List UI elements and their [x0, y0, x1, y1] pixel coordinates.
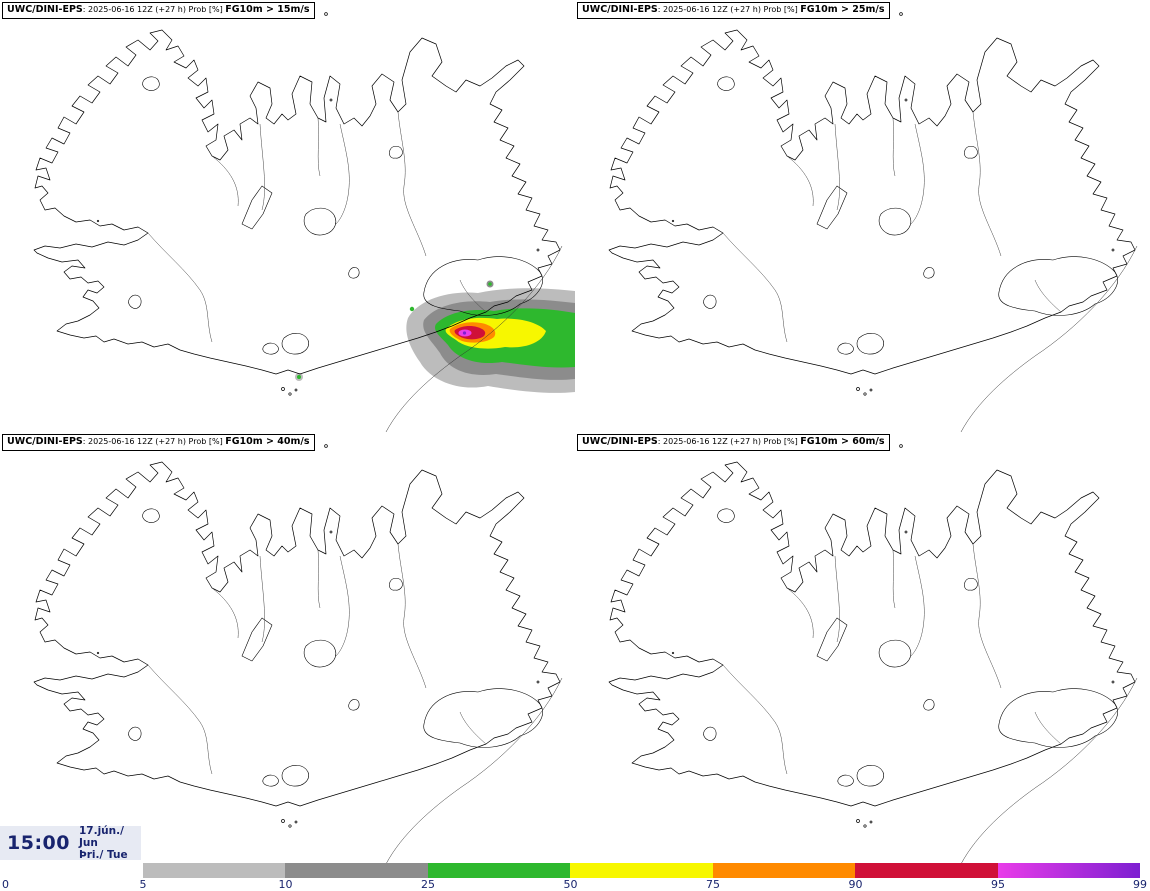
threshold-label: FG10m > 15m/s — [225, 4, 310, 15]
iceland-map-svg — [608, 12, 1138, 432]
colorbar-segment — [143, 863, 286, 878]
valid-time: 15:00 — [7, 832, 70, 854]
colorbar-tick: 0 — [2, 878, 9, 891]
colorbar-ticks: 0 5 10 25 50 75 90 95 99 — [0, 878, 1150, 891]
product-label: UWC/DINI-EPS — [582, 436, 658, 447]
map-panel-fg40: UWC/DINI-EPS: 2025-06-16 12Z (+27 h) Pro… — [0, 432, 575, 864]
panel-title: UWC/DINI-EPS: 2025-06-16 12Z (+27 h) Pro… — [2, 2, 316, 19]
map-panel-fg25: UWC/DINI-EPS: 2025-06-16 12Z (+27 h) Pro… — [575, 0, 1150, 432]
product-label: UWC/DINI-EPS — [7, 436, 83, 447]
product-label: UWC/DINI-EPS — [7, 4, 83, 15]
probability-colorbar — [143, 863, 1140, 878]
run-info: : 2025-06-16 12Z (+27 h) Prob [%] — [82, 5, 226, 14]
colorbar-tick: 5 — [139, 878, 147, 891]
valid-date: 17.jún./ Jun Þri./ Tue — [79, 825, 134, 861]
threshold-label: FG10m > 40m/s — [225, 436, 310, 447]
run-info: : 2025-06-16 12Z (+27 h) Prob [%] — [657, 5, 801, 14]
panel-title: UWC/DINI-EPS: 2025-06-16 12Z (+27 h) Pro… — [577, 2, 891, 19]
colorbar-tick: 75 — [706, 878, 720, 891]
threshold-label: FG10m > 25m/s — [800, 4, 885, 15]
colorbar-tick: 50 — [563, 878, 578, 891]
map-panel-fg15: UWC/DINI-EPS: 2025-06-16 12Z (+27 h) Pro… — [0, 0, 575, 432]
product-label: UWC/DINI-EPS — [582, 4, 658, 15]
colorbar-segment — [427, 863, 571, 878]
colorbar-segment — [712, 863, 856, 878]
colorbar-tick: 95 — [991, 878, 1005, 891]
colorbar-segment — [570, 863, 713, 878]
panel-title: UWC/DINI-EPS: 2025-06-16 12Z (+27 h) Pro… — [2, 434, 316, 451]
colorbar-segment — [855, 863, 998, 878]
colorbar-segment — [285, 863, 428, 878]
run-info: : 2025-06-16 12Z (+27 h) Prob [%] — [657, 437, 801, 446]
run-info: : 2025-06-16 12Z (+27 h) Prob [%] — [82, 437, 226, 446]
colorbar-tick: 25 — [421, 878, 435, 891]
iceland-map-svg — [608, 444, 1138, 864]
panel-title: UWC/DINI-EPS: 2025-06-16 12Z (+27 h) Pro… — [577, 434, 891, 451]
iceland-map-svg — [33, 12, 575, 432]
colorbar-tick: 99 — [1133, 878, 1147, 891]
map-panel-fg60: UWC/DINI-EPS: 2025-06-16 12Z (+27 h) Pro… — [575, 432, 1150, 864]
iceland-map-svg — [33, 444, 563, 864]
threshold-label: FG10m > 60m/s — [800, 436, 885, 447]
colorbar-tick: 90 — [848, 878, 863, 891]
colorbar-tick: 10 — [278, 878, 293, 891]
valid-time-box: 15:00 17.jún./ Jun Þri./ Tue — [0, 825, 141, 861]
valid-day-line: Þri./ Tue — [78, 849, 128, 861]
valid-date-line: 17.jún./ Jun — [78, 825, 124, 849]
colorbar-segment — [997, 863, 1140, 878]
